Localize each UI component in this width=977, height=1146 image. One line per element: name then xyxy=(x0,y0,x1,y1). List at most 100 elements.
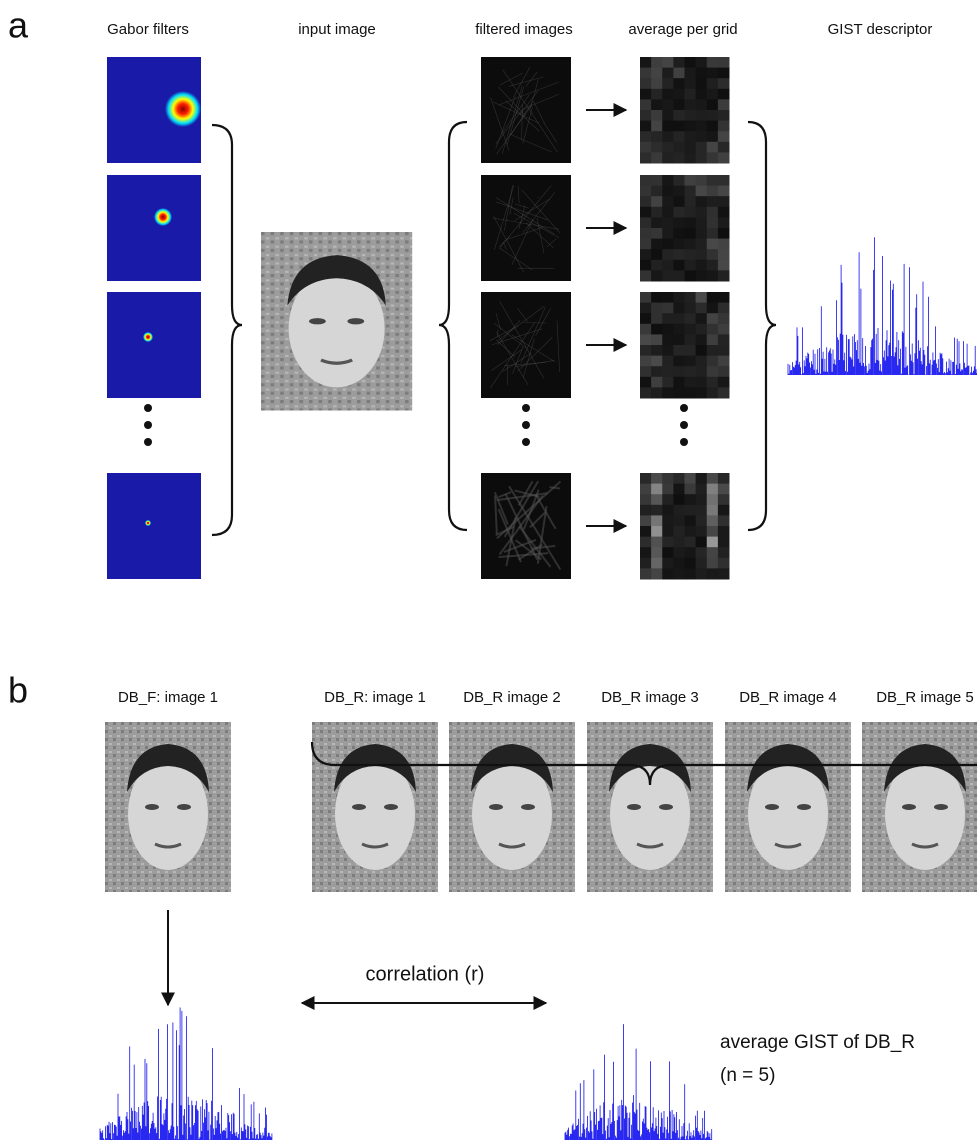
grid-cell xyxy=(718,228,730,239)
grid-cell xyxy=(662,515,674,526)
grid-cell xyxy=(662,152,674,163)
grid-cell xyxy=(696,57,708,68)
grid-cell xyxy=(707,324,719,335)
grid-cell xyxy=(696,249,708,260)
grid-cell xyxy=(707,292,719,303)
grid-cell xyxy=(651,292,663,303)
grid-cell xyxy=(707,121,719,132)
grid-cell xyxy=(640,89,652,100)
grid-cell xyxy=(718,313,730,324)
grid-cell xyxy=(696,186,708,197)
grid-cell xyxy=(707,78,719,89)
grid-cell xyxy=(662,121,674,132)
grid-cell xyxy=(718,547,730,558)
grid-cell xyxy=(651,260,663,271)
grid-cell xyxy=(651,547,663,558)
grid-cell xyxy=(718,99,730,110)
grid-cell xyxy=(651,515,663,526)
grid-cell xyxy=(718,377,730,388)
grid-cell xyxy=(673,207,685,218)
grid-cell xyxy=(718,57,730,68)
grid-cell xyxy=(662,217,674,228)
grid-cell xyxy=(685,89,697,100)
grid-cell xyxy=(651,558,663,569)
grid-cell xyxy=(718,387,730,398)
grid-cell xyxy=(696,568,708,579)
input-image xyxy=(261,232,412,411)
grid-cell xyxy=(707,57,719,68)
grid-cell xyxy=(673,142,685,153)
grid-cell xyxy=(640,196,652,207)
grid-cell xyxy=(651,526,663,537)
grid-cell xyxy=(662,356,674,367)
grid-cell xyxy=(673,324,685,335)
grid-cell xyxy=(640,99,652,110)
grid-cell xyxy=(696,110,708,121)
grid-cell xyxy=(673,303,685,314)
grid-cell xyxy=(685,131,697,142)
grid-cell xyxy=(673,505,685,516)
correlation-label: correlation (r) xyxy=(366,963,485,985)
grid-cell xyxy=(673,313,685,324)
grid-cell xyxy=(696,547,708,558)
db-r-images: DB_R: image 1DB_R image 2DB_R image 3DB_… xyxy=(312,689,977,892)
gabor-filter xyxy=(107,175,201,281)
grid-cell xyxy=(651,207,663,218)
grid-cell xyxy=(651,186,663,197)
grid-cell xyxy=(651,494,663,505)
grid-cell xyxy=(640,313,652,324)
grid-cell xyxy=(640,345,652,356)
grid-cell xyxy=(651,228,663,239)
grid-cell xyxy=(673,99,685,110)
grid-cell xyxy=(718,324,730,335)
grid-cell xyxy=(640,515,652,526)
grid-cell xyxy=(707,186,719,197)
filtered-image xyxy=(481,175,571,281)
grid-cell xyxy=(696,78,708,89)
grid-cell xyxy=(707,377,719,388)
grid-cell xyxy=(673,558,685,569)
ellipsis-dot xyxy=(680,421,688,429)
grid-cell xyxy=(673,270,685,281)
grid-cell xyxy=(640,377,652,388)
grid-cell xyxy=(707,152,719,163)
grid-cell xyxy=(662,324,674,335)
grid-cell xyxy=(696,270,708,281)
grid-cell xyxy=(651,249,663,260)
grid-cell xyxy=(662,303,674,314)
gist-db-r-average xyxy=(565,1024,712,1140)
grid-cell xyxy=(707,99,719,110)
grid-cell xyxy=(651,334,663,345)
grid-cell xyxy=(662,345,674,356)
grid-cell xyxy=(707,239,719,250)
grid-cell xyxy=(718,494,730,505)
grid-cell xyxy=(718,121,730,132)
grid-cell xyxy=(685,186,697,197)
grid-cell xyxy=(673,526,685,537)
average-label: (n = 5) xyxy=(720,1065,775,1086)
grid-cell xyxy=(662,387,674,398)
grid-cell xyxy=(640,186,652,197)
grid-cell xyxy=(651,473,663,484)
grid-cell xyxy=(707,110,719,121)
face xyxy=(449,722,575,892)
grid-cell xyxy=(685,68,697,79)
column-header: GIST descriptor xyxy=(828,21,933,38)
grid-cell xyxy=(651,239,663,250)
panel-label: b xyxy=(8,670,28,711)
grid-cell xyxy=(685,547,697,558)
grid-cell xyxy=(640,152,652,163)
grid-cell xyxy=(662,568,674,579)
grid-cell xyxy=(662,131,674,142)
gist-db-f xyxy=(100,1008,272,1141)
filtered-image xyxy=(481,57,571,163)
grid-cell xyxy=(696,366,708,377)
ellipsis-dot xyxy=(144,421,152,429)
panel-label: a xyxy=(8,5,29,46)
grid-cell xyxy=(640,547,652,558)
grid-cell xyxy=(673,377,685,388)
grid-cell xyxy=(662,334,674,345)
average-label: average GIST of DB_R xyxy=(720,1032,915,1053)
grid-cell xyxy=(707,217,719,228)
grid-cell xyxy=(673,494,685,505)
